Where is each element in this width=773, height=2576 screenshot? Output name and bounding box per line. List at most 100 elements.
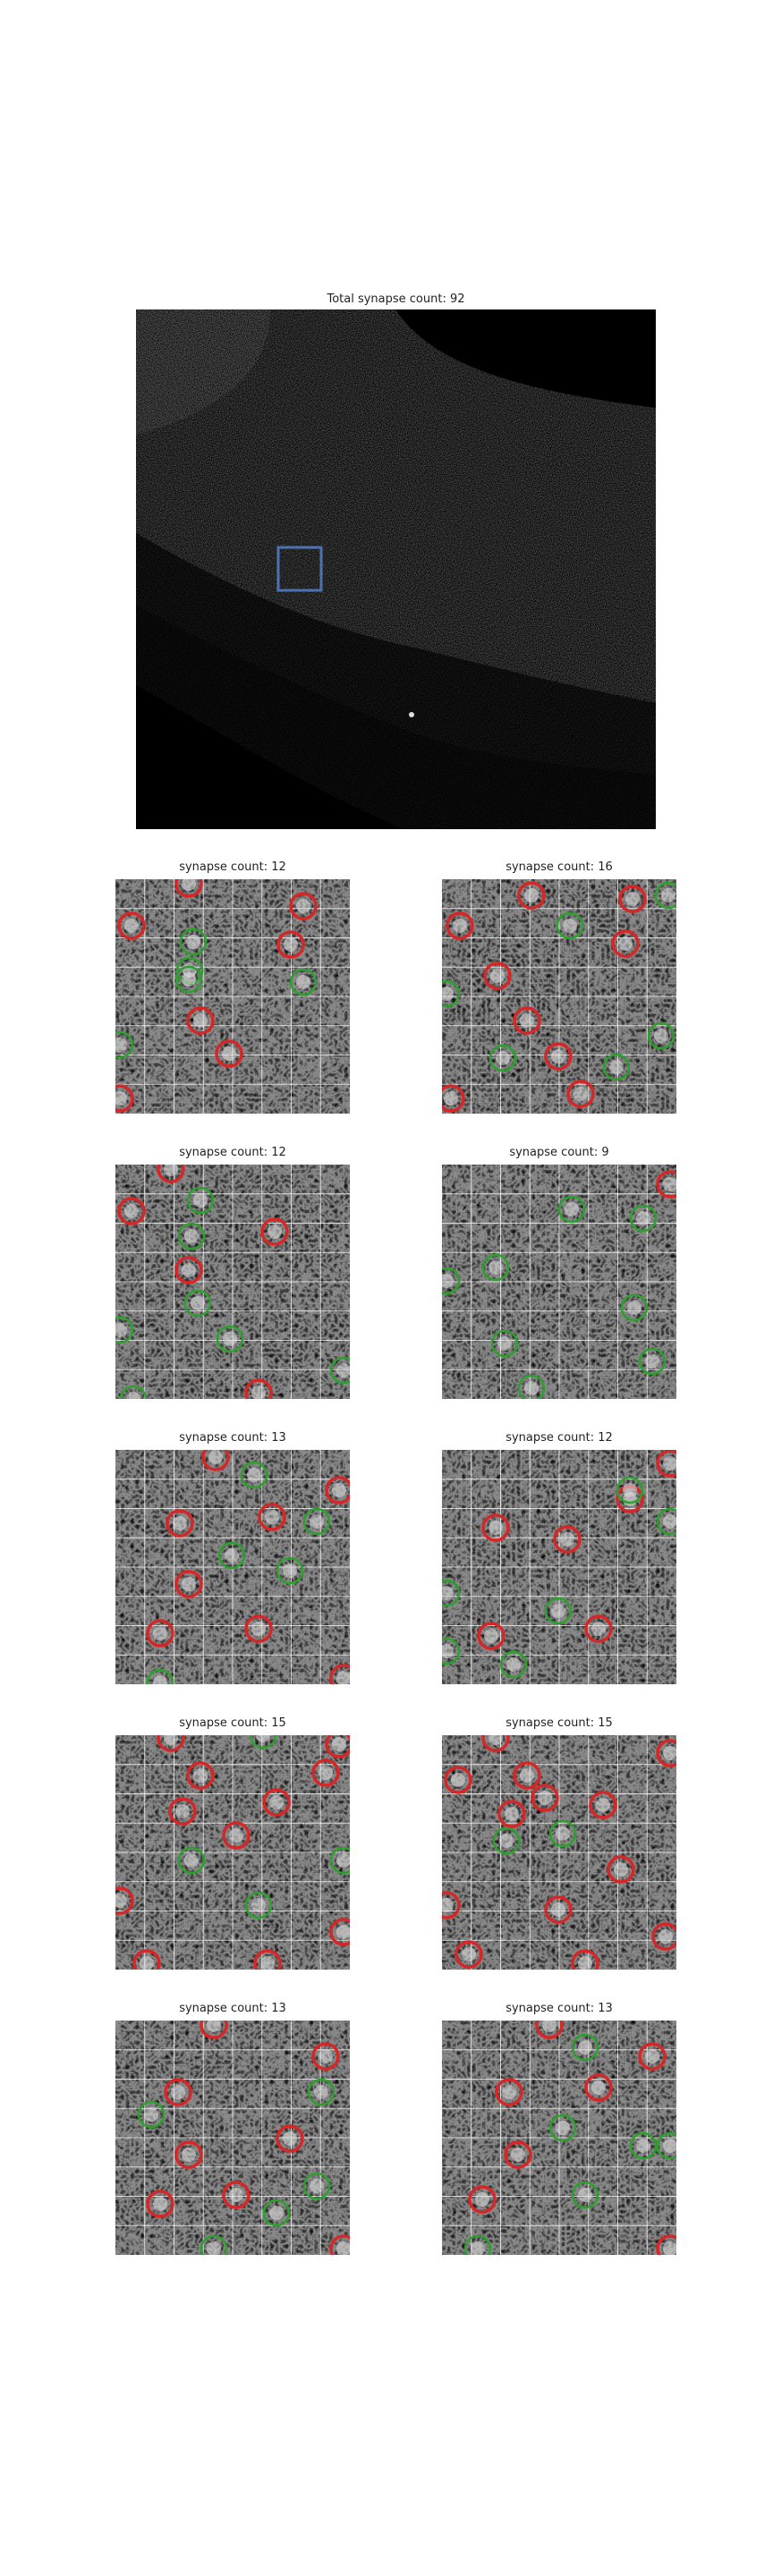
candidate-marker [602, 1053, 631, 1081]
synapse-marker [157, 1735, 185, 1752]
candidate-marker [548, 1819, 577, 1848]
synapse-marker [444, 1766, 472, 1794]
candidate-marker [216, 1325, 244, 1353]
candidate-marker [629, 2131, 658, 2160]
synapse-marker [442, 1084, 465, 1113]
synapse-marker [517, 881, 546, 910]
candidate-marker [115, 1030, 134, 1059]
candidate-marker [656, 2131, 676, 2160]
candidate-marker [647, 1021, 675, 1050]
synapse-marker [531, 1784, 559, 1812]
candidate-marker [262, 2199, 291, 2227]
synapse-marker [260, 1217, 289, 1246]
candidate-marker [137, 2100, 166, 2129]
synapse-marker [481, 1513, 510, 1542]
candidate-marker [146, 1668, 174, 1684]
synapse-marker [656, 1739, 676, 1767]
candidate-marker [544, 1597, 573, 1625]
synapse-marker [289, 892, 318, 920]
candidate-marker [557, 1195, 586, 1224]
candidate-marker [329, 1846, 350, 1875]
synapse-marker [454, 1940, 483, 1969]
synapse-marker [544, 1895, 573, 1924]
synapse-marker [589, 1791, 617, 1819]
synapse-marker [468, 2185, 497, 2214]
panel-title: synapse count: 15 [179, 1716, 286, 1730]
candidate-marker [329, 1356, 350, 1385]
synapse-marker [157, 1165, 185, 1183]
synapse-marker [446, 911, 474, 940]
synapse-marker [166, 1509, 194, 1538]
synapse-marker [497, 1800, 526, 1828]
synapse-marker [477, 1622, 505, 1650]
synapse-marker [222, 1821, 251, 1850]
synapse-marker [571, 1949, 599, 1970]
candidate-marker [638, 1347, 667, 1376]
synapse-marker [495, 2078, 523, 2106]
candidate-marker [442, 1579, 461, 1607]
candidate-marker [571, 2181, 599, 2209]
candidate-marker [499, 1650, 528, 1679]
synapse-marker [504, 2140, 532, 2169]
synapse-marker [174, 2140, 203, 2169]
candidate-marker [654, 881, 676, 910]
synapse-marker [656, 1450, 676, 1478]
roi-box [276, 546, 323, 592]
candidate-marker [174, 965, 203, 994]
zoom-panel [115, 2021, 350, 2255]
synapse-marker [618, 885, 647, 913]
candidate-marker [616, 1476, 644, 1504]
candidate-marker [179, 928, 208, 956]
candidate-marker [186, 1186, 215, 1215]
synapse-marker [638, 2042, 667, 2071]
zoom-panel [115, 1450, 350, 1684]
synapse-marker [168, 1797, 197, 1826]
candidate-marker [556, 911, 584, 940]
synapse-marker [513, 1761, 541, 1790]
synapse-marker [276, 930, 305, 959]
synapse-marker [544, 1042, 573, 1071]
candidate-marker [481, 1253, 510, 1282]
candidate-marker [302, 2172, 331, 2200]
panel-title: synapse count: 12 [179, 860, 286, 874]
candidate-marker [183, 1289, 212, 1318]
candidate-marker [217, 1541, 246, 1570]
synapse-marker [164, 2078, 192, 2106]
zoom-panel [115, 879, 350, 1114]
synapse-marker [262, 1788, 291, 1817]
zoom-panel [442, 879, 676, 1114]
candidate-marker [302, 1507, 331, 1536]
zoom-image [115, 1165, 350, 1399]
zoom-panel [115, 1165, 350, 1399]
candidate-marker [548, 2114, 577, 2142]
candidate-marker [249, 1735, 277, 1750]
panel-title: synapse count: 13 [179, 2002, 286, 2015]
synapse-marker [117, 1197, 146, 1225]
synapse-marker [553, 1525, 582, 1554]
synapse-marker [566, 1080, 595, 1108]
overview-microscopy [136, 309, 656, 829]
zoom-image [442, 1735, 676, 1970]
synapse-marker [132, 1949, 161, 1970]
synapse-marker [244, 1378, 273, 1399]
synapse-marker [513, 1006, 541, 1035]
synapse-marker [481, 1735, 510, 1752]
candidate-marker [119, 1385, 148, 1399]
synapse-marker [200, 2021, 228, 2039]
synapse-marker [253, 1949, 282, 1970]
candidate-marker [571, 2033, 599, 2062]
zoom-panel [442, 1450, 676, 1684]
zoom-image [442, 879, 676, 1114]
candidate-marker [177, 1222, 206, 1250]
synapse-marker [174, 879, 203, 898]
overview-title: Total synapse count: 92 [327, 292, 465, 306]
synapse-marker [311, 2042, 340, 2071]
synapse-marker [276, 2124, 304, 2153]
zoom-image [442, 1165, 676, 1399]
synapse-marker [115, 1886, 134, 1915]
zoom-image [115, 879, 350, 1114]
synapse-marker [146, 2190, 174, 2218]
panel-title: synapse count: 13 [505, 2002, 613, 2015]
synapse-marker [329, 2234, 350, 2255]
zoom-panel [442, 1165, 676, 1399]
